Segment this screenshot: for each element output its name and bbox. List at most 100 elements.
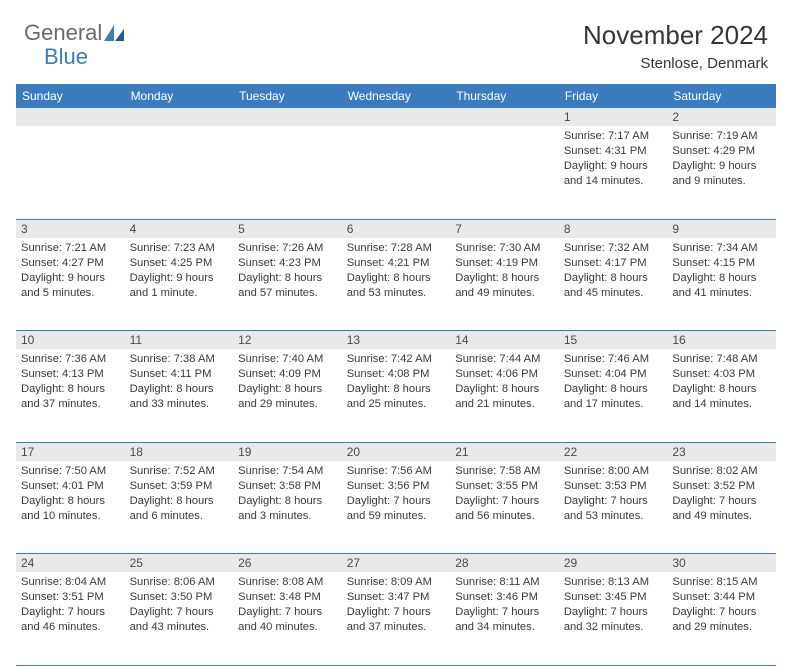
cell-details: Sunrise: 7:58 AMSunset: 3:55 PMDaylight:… (455, 464, 554, 524)
day-number: 3 (21, 222, 28, 236)
day-header: Friday (559, 84, 668, 108)
calendar-week-row: Sunrise: 7:21 AMSunset: 4:27 PMDaylight:… (16, 238, 776, 331)
day-header: Saturday (667, 84, 776, 108)
day-number: 16 (672, 333, 685, 347)
calendar-cell: Sunrise: 7:19 AMSunset: 4:29 PMDaylight:… (667, 126, 776, 219)
calendar-cell: Sunrise: 7:17 AMSunset: 4:31 PMDaylight:… (559, 126, 668, 219)
calendar-cell: Sunrise: 7:21 AMSunset: 4:27 PMDaylight:… (16, 238, 125, 331)
cell-details: Sunrise: 7:17 AMSunset: 4:31 PMDaylight:… (564, 129, 663, 189)
day-number-cell: 19 (233, 442, 342, 461)
day-number-row: 17181920212223 (16, 442, 776, 461)
calendar-cell: Sunrise: 7:58 AMSunset: 3:55 PMDaylight:… (450, 461, 559, 554)
day-header: Tuesday (233, 84, 342, 108)
day-number: 19 (238, 445, 251, 459)
day-number-cell: 28 (450, 554, 559, 573)
cell-details: Sunrise: 8:08 AMSunset: 3:48 PMDaylight:… (238, 575, 337, 635)
calendar-cell: Sunrise: 7:38 AMSunset: 4:11 PMDaylight:… (125, 349, 234, 442)
day-number: 15 (564, 333, 577, 347)
day-number-row: 12 (16, 108, 776, 126)
cell-details: Sunrise: 8:04 AMSunset: 3:51 PMDaylight:… (21, 575, 120, 635)
calendar-cell: Sunrise: 7:42 AMSunset: 4:08 PMDaylight:… (342, 349, 451, 442)
calendar-cell: Sunrise: 7:30 AMSunset: 4:19 PMDaylight:… (450, 238, 559, 331)
day-number: 23 (672, 445, 685, 459)
day-number: 25 (130, 556, 143, 570)
calendar-cell: Sunrise: 8:00 AMSunset: 3:53 PMDaylight:… (559, 461, 668, 554)
cell-details: Sunrise: 7:23 AMSunset: 4:25 PMDaylight:… (130, 241, 229, 301)
calendar-cell (16, 126, 125, 219)
day-number-cell: 21 (450, 442, 559, 461)
day-number-cell: 24 (16, 554, 125, 573)
day-number: 18 (130, 445, 143, 459)
day-number: 27 (347, 556, 360, 570)
day-header: Monday (125, 84, 234, 108)
cell-details: Sunrise: 8:02 AMSunset: 3:52 PMDaylight:… (672, 464, 771, 524)
day-number-cell: 4 (125, 219, 234, 238)
cell-details: Sunrise: 7:36 AMSunset: 4:13 PMDaylight:… (21, 352, 120, 412)
day-number: 12 (238, 333, 251, 347)
cell-details: Sunrise: 7:21 AMSunset: 4:27 PMDaylight:… (21, 241, 120, 301)
calendar-week-row: Sunrise: 7:17 AMSunset: 4:31 PMDaylight:… (16, 126, 776, 219)
day-header: Thursday (450, 84, 559, 108)
day-header-row: SundayMondayTuesdayWednesdayThursdayFrid… (16, 84, 776, 108)
day-number-cell: 15 (559, 331, 668, 350)
day-number-cell: 5 (233, 219, 342, 238)
calendar-cell: Sunrise: 7:56 AMSunset: 3:56 PMDaylight:… (342, 461, 451, 554)
day-number-cell (16, 108, 125, 126)
day-number-cell: 30 (667, 554, 776, 573)
day-number: 6 (347, 222, 354, 236)
calendar-week-row: Sunrise: 7:50 AMSunset: 4:01 PMDaylight:… (16, 461, 776, 554)
calendar-cell: Sunrise: 8:13 AMSunset: 3:45 PMDaylight:… (559, 572, 668, 665)
cell-details: Sunrise: 7:46 AMSunset: 4:04 PMDaylight:… (564, 352, 663, 412)
day-number-cell: 14 (450, 331, 559, 350)
day-number-cell: 26 (233, 554, 342, 573)
day-number: 20 (347, 445, 360, 459)
day-number-cell: 6 (342, 219, 451, 238)
day-number-cell: 12 (233, 331, 342, 350)
cell-details: Sunrise: 7:54 AMSunset: 3:58 PMDaylight:… (238, 464, 337, 524)
day-number-cell (342, 108, 451, 126)
day-number-cell: 11 (125, 331, 234, 350)
calendar-cell: Sunrise: 7:28 AMSunset: 4:21 PMDaylight:… (342, 238, 451, 331)
calendar-cell: Sunrise: 7:50 AMSunset: 4:01 PMDaylight:… (16, 461, 125, 554)
day-number: 28 (455, 556, 468, 570)
calendar-cell: Sunrise: 7:40 AMSunset: 4:09 PMDaylight:… (233, 349, 342, 442)
day-number-cell: 16 (667, 331, 776, 350)
calendar-cell: Sunrise: 7:23 AMSunset: 4:25 PMDaylight:… (125, 238, 234, 331)
calendar-cell: Sunrise: 8:15 AMSunset: 3:44 PMDaylight:… (667, 572, 776, 665)
calendar-week-row: Sunrise: 7:36 AMSunset: 4:13 PMDaylight:… (16, 349, 776, 442)
header: General Blue November 2024 Stenlose, Den… (0, 0, 792, 78)
cell-details: Sunrise: 7:30 AMSunset: 4:19 PMDaylight:… (455, 241, 554, 301)
cell-details: Sunrise: 8:13 AMSunset: 3:45 PMDaylight:… (564, 575, 663, 635)
calendar-cell: Sunrise: 7:32 AMSunset: 4:17 PMDaylight:… (559, 238, 668, 331)
day-number-cell: 13 (342, 331, 451, 350)
day-number: 24 (21, 556, 34, 570)
day-number-cell: 18 (125, 442, 234, 461)
day-number: 17 (21, 445, 34, 459)
cell-details: Sunrise: 8:15 AMSunset: 3:44 PMDaylight:… (672, 575, 771, 635)
calendar-cell: Sunrise: 7:52 AMSunset: 3:59 PMDaylight:… (125, 461, 234, 554)
day-number: 29 (564, 556, 577, 570)
calendar-cell: Sunrise: 7:44 AMSunset: 4:06 PMDaylight:… (450, 349, 559, 442)
location-subtitle: Stenlose, Denmark (583, 55, 768, 72)
day-number-cell: 17 (16, 442, 125, 461)
title-block: November 2024 Stenlose, Denmark (583, 20, 768, 72)
cell-details: Sunrise: 7:44 AMSunset: 4:06 PMDaylight:… (455, 352, 554, 412)
day-number: 14 (455, 333, 468, 347)
logo: General Blue (24, 20, 124, 70)
day-number-cell: 1 (559, 108, 668, 126)
day-number-cell: 20 (342, 442, 451, 461)
calendar-week-row: Sunrise: 8:04 AMSunset: 3:51 PMDaylight:… (16, 572, 776, 665)
cell-details: Sunrise: 7:32 AMSunset: 4:17 PMDaylight:… (564, 241, 663, 301)
cell-details: Sunrise: 7:26 AMSunset: 4:23 PMDaylight:… (238, 241, 337, 301)
day-number-row: 10111213141516 (16, 331, 776, 350)
day-number-row: 3456789 (16, 219, 776, 238)
cell-details: Sunrise: 8:09 AMSunset: 3:47 PMDaylight:… (347, 575, 446, 635)
day-number-cell: 8 (559, 219, 668, 238)
calendar-cell: Sunrise: 7:26 AMSunset: 4:23 PMDaylight:… (233, 238, 342, 331)
page-title: November 2024 (583, 20, 768, 51)
day-number: 11 (130, 333, 142, 347)
day-header: Wednesday (342, 84, 451, 108)
day-number: 5 (238, 222, 245, 236)
logo-sail-icon (104, 25, 124, 46)
day-number: 30 (672, 556, 685, 570)
